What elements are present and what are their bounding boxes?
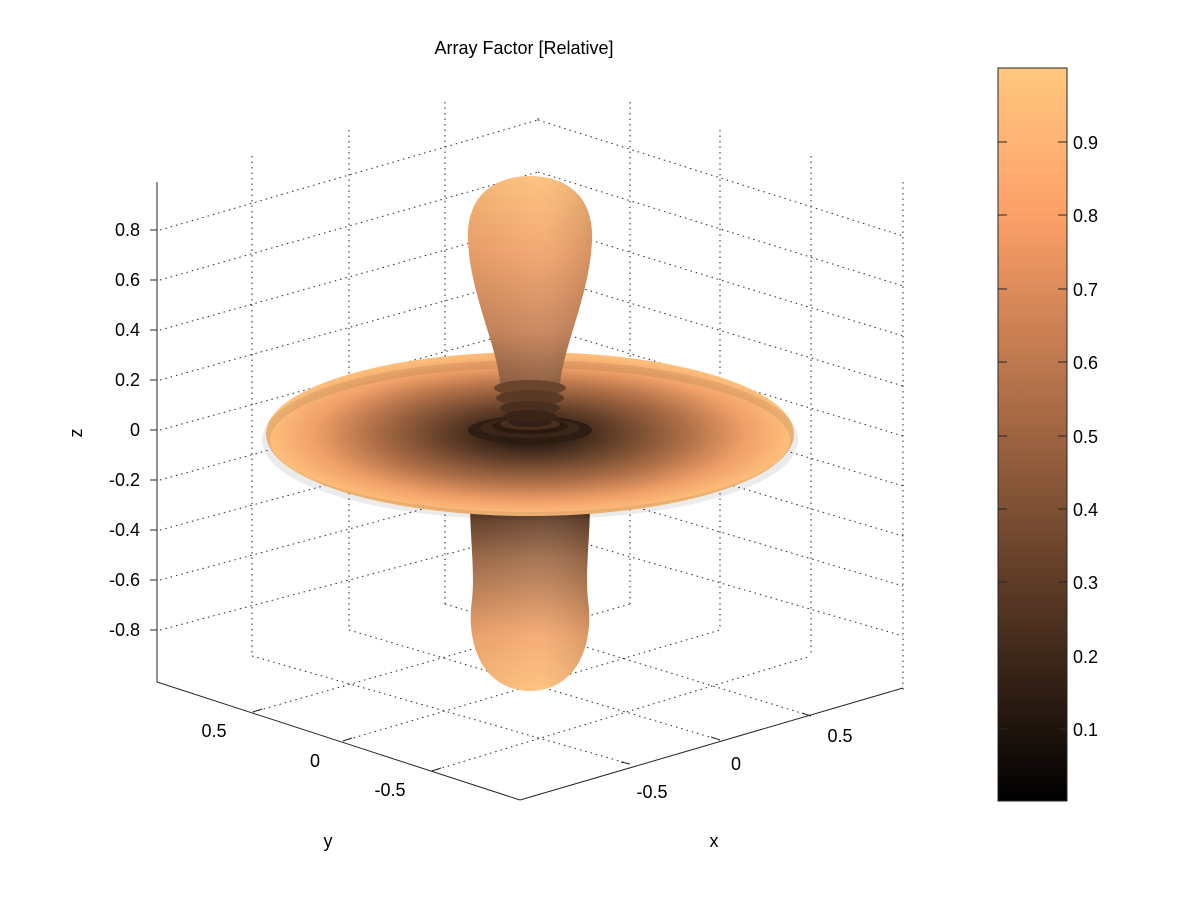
z-tick-label: -0.4 [109,520,140,540]
axis-lines [150,182,904,801]
z-tick-label: 0.2 [115,370,140,390]
z-tick-label: 0.6 [115,270,140,290]
z-tick-labels: 0.8 0.6 0.4 0.2 0 -0.2 -0.4 -0.6 -0.8 [109,220,140,640]
colorbar-gradient [997,67,1068,802]
colorbar-tick-label: 0.6 [1073,353,1098,373]
y-tick-label: 0.5 [201,721,226,741]
y-tick-label: 0 [310,751,320,771]
colorbar-tick-label: 0.3 [1073,573,1098,593]
x-tick-labels: -0.5 0 0.5 [636,726,852,802]
z-tick-label: -0.2 [109,470,140,490]
sidelobe-rings [468,416,592,444]
z-tick-label: 0 [130,420,140,440]
z-tick-label: 0.4 [115,320,140,340]
colorbar-tick-label: 0.2 [1073,647,1098,667]
x-tick-label: -0.5 [636,782,667,802]
colorbar-tick-label: 0.8 [1073,206,1098,226]
z-tick-label: -0.8 [109,620,140,640]
y-axis-label: y [324,831,333,851]
y-tick-label: -0.5 [374,780,405,800]
z-axis-label: z [66,429,86,438]
colorbar-tick-label: 0.1 [1073,720,1098,740]
colorbar-ticks [998,141,1067,730]
radiation-pattern-surface [262,176,798,691]
colorbar-tick-label: 0.4 [1073,500,1098,520]
z-tick-label: 0.8 [115,220,140,240]
colorbar-tick-label: 0.7 [1073,280,1098,300]
x-tick-label: 0 [731,754,741,774]
colorbar-tick-label: 0.5 [1073,427,1098,447]
y-tick-labels: 0.5 0 -0.5 [201,721,405,800]
x-axis-label: x [710,831,719,851]
colorbar-tick-label: 0.9 [1073,133,1098,153]
z-tick-label: -0.6 [109,570,140,590]
x-tick-label: 0.5 [827,726,852,746]
chart-title: Array Factor [Relative] [434,38,613,58]
colorbar: 0.9 0.8 0.7 0.6 0.5 0.4 0.3 0.2 0.1 [997,67,1098,802]
